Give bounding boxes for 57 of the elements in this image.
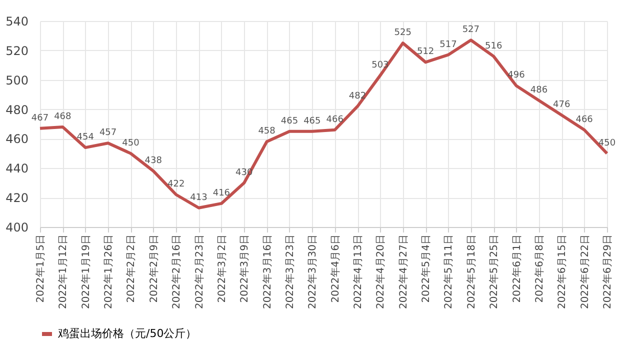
legend-label: 鸡蛋出场价格（元/50公斤）	[57, 327, 197, 340]
data-label: 413	[190, 192, 208, 203]
x-tick-label: 2022年1月12日	[57, 234, 70, 310]
data-label: 467	[31, 113, 49, 124]
x-tick-label: 2022年4月20日	[374, 234, 387, 310]
x-tick-label: 2022年3月2日	[216, 234, 228, 303]
y-tick-label: 520	[6, 44, 28, 58]
x-tick-label: 2022年2月23日	[193, 234, 206, 310]
y-tick-label: 480	[6, 102, 28, 117]
x-tick-label: 2022年5月18日	[465, 234, 478, 310]
x-tick-label: 2022年1月19日	[80, 234, 92, 310]
x-tick-label: 2022年2月2日	[125, 234, 138, 303]
y-tick-label: 420	[6, 191, 28, 206]
y-tick-label: 400	[6, 220, 28, 234]
x-tick-label: 2022年5月25日	[488, 234, 500, 310]
x-tick-label: 2022年2月16日	[170, 234, 183, 310]
x-tick-label: 2022年6月29日	[602, 234, 614, 310]
data-label: 486	[530, 85, 548, 96]
data-label: 450	[598, 138, 616, 148]
y-tick-label: 440	[6, 162, 28, 176]
data-label: 512	[416, 47, 434, 58]
x-tick-label: 2022年1月26日	[102, 234, 115, 310]
data-label: 465	[304, 116, 321, 126]
x-tick-label: 2022年6月8日	[533, 234, 546, 303]
x-tick-label: 2022年5月4日	[420, 234, 432, 303]
data-label: 465	[280, 116, 298, 126]
data-label: 525	[394, 28, 412, 38]
data-label: 516	[485, 41, 502, 52]
x-tick-label: 2022年3月30日	[306, 234, 319, 310]
x-tick-label: 2022年5月11日	[442, 234, 455, 310]
data-label: 468	[54, 112, 72, 122]
x-tick-label: 2022年4月13日	[352, 234, 364, 310]
data-label: 466	[326, 114, 344, 125]
x-tick-label: 2022年1月5日	[34, 234, 46, 303]
x-tick-label: 2022年3月9日	[238, 234, 251, 303]
y-tick-label: 460	[6, 132, 28, 146]
data-label: 450	[122, 138, 140, 148]
data-label: 457	[99, 128, 117, 138]
x-tick-label: 2022年6月22日	[578, 234, 591, 310]
data-label: 422	[167, 180, 185, 190]
y-tick-label: 540	[6, 14, 28, 28]
data-label: 416	[212, 188, 230, 198]
data-label: 454	[76, 132, 94, 143]
data-label: 458	[258, 126, 276, 137]
x-tick-label: 2022年3月16日	[261, 234, 274, 310]
x-tick-label: 2022年3月23日	[284, 234, 296, 310]
data-label: 517	[440, 40, 457, 50]
x-tick-label: 2022年4月6日	[329, 234, 342, 303]
x-tick-label: 2022年4月27日	[397, 234, 410, 310]
data-label: 466	[576, 114, 594, 125]
data-label: 527	[462, 25, 480, 36]
data-label: 476	[553, 100, 570, 110]
y-tick-label: 500	[6, 73, 28, 88]
x-tick-label: 2022年6月15日	[556, 234, 568, 310]
x-tick-label: 2022年2月9日	[148, 234, 160, 303]
data-label: 438	[144, 156, 162, 166]
x-tick-label: 2022年6月1日	[510, 234, 523, 303]
